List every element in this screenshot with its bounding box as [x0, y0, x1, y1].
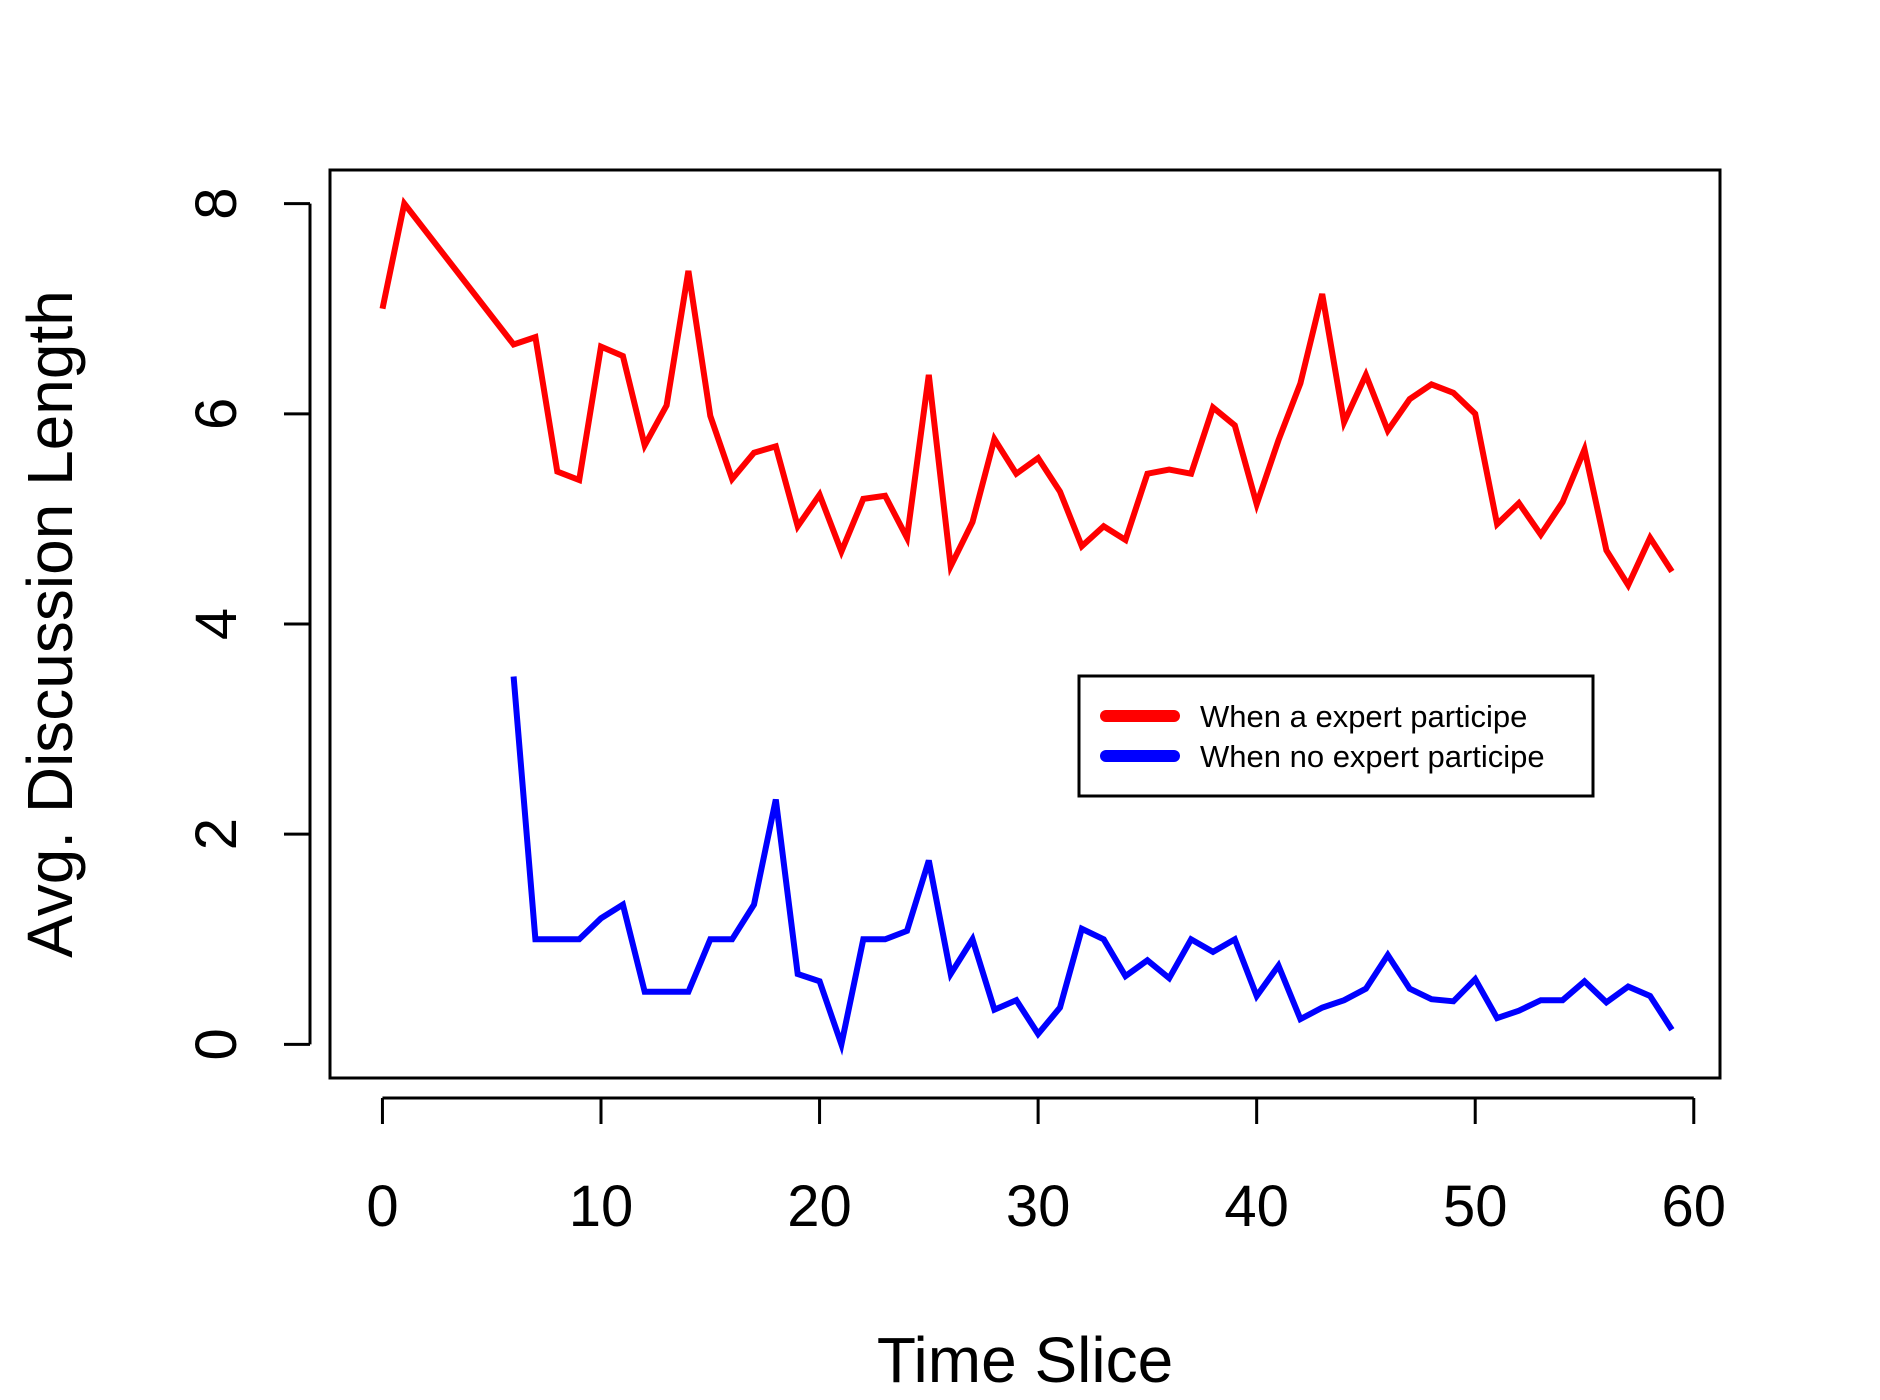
y-tick-label: 0 [184, 1028, 249, 1060]
y-tick-label: 4 [184, 608, 249, 640]
x-axis-title: Time Slice [877, 1324, 1173, 1396]
x-tick-label: 20 [787, 1174, 852, 1239]
legend-label-no-expert: When no expert participe [1200, 739, 1545, 774]
x-tick-label: 50 [1443, 1174, 1508, 1239]
series-layer [379, 196, 1675, 1056]
y-tick-label: 2 [184, 818, 249, 850]
legend: When a expert participe When no expert p… [1077, 674, 1595, 798]
x-axis: 0 10 20 30 40 50 60 [366, 1096, 1727, 1239]
legend-box [1077, 674, 1595, 798]
plot-frame [328, 168, 1722, 1080]
series-line-1 [510, 676, 1675, 1056]
legend-label-expert: When a expert participe [1200, 699, 1527, 734]
y-axis: 0 2 4 6 8 [184, 187, 312, 1061]
x-tick-label: 40 [1224, 1174, 1289, 1239]
y-tick-label: 6 [184, 398, 249, 430]
x-tick-label: 0 [366, 1174, 398, 1239]
series-line-0 [379, 196, 1675, 592]
y-tick-label: 8 [184, 187, 249, 219]
x-tick-label: 10 [569, 1174, 634, 1239]
x-tick-label: 30 [1006, 1174, 1071, 1239]
x-tick-label: 60 [1662, 1174, 1727, 1239]
y-axis-title: Avg. Discussion Length [14, 290, 86, 958]
